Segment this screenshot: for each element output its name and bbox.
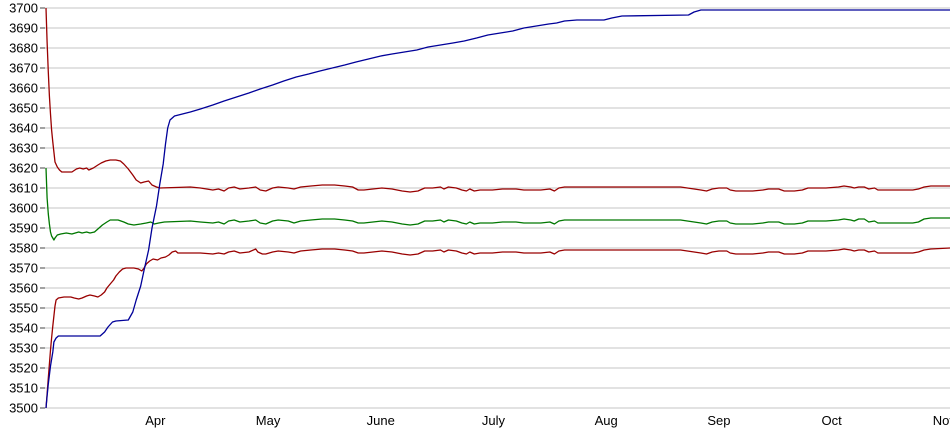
series-rising-line-blue: [45, 9, 950, 409]
x-tick-label: Aug: [595, 413, 618, 428]
series-lower-bound-red: [45, 247, 950, 409]
y-tick-label: 3680: [9, 41, 38, 56]
y-tick-label: 3700: [9, 1, 38, 16]
x-tick-label: Apr: [145, 413, 166, 428]
y-tick-label: 3550: [9, 301, 38, 316]
y-tick-label: 3620: [9, 161, 38, 176]
y-tick-label: 3530: [9, 341, 38, 356]
y-tick-label: 3560: [9, 281, 38, 296]
x-tick-label: May: [256, 413, 281, 428]
x-tick-label: Sep: [707, 413, 730, 428]
y-tick-label: 3650: [9, 101, 38, 116]
x-tick-label: June: [367, 413, 395, 428]
y-tick-label: 3690: [9, 21, 38, 36]
y-tick-label: 3630: [9, 141, 38, 156]
series-upper-bound-red: [45, 7, 950, 193]
y-tick-label: 3590: [9, 221, 38, 236]
y-tick-label: 3660: [9, 81, 38, 96]
x-tick-label: Oct: [822, 413, 843, 428]
y-tick-label: 3540: [9, 321, 38, 336]
y-tick-label: 3580: [9, 241, 38, 256]
y-tick-label: 3640: [9, 121, 38, 136]
y-tick-label: 3500: [9, 401, 38, 416]
y-tick-label: 3610: [9, 181, 38, 196]
y-tick-label: 3570: [9, 261, 38, 276]
y-tick-label: 3520: [9, 361, 38, 376]
x-tick-label: Nov: [933, 413, 950, 428]
y-tick-label: 3510: [9, 381, 38, 396]
series-mid-line-green: [45, 167, 950, 241]
x-tick-label: July: [482, 413, 506, 428]
y-tick-label: 3600: [9, 201, 38, 216]
y-tick-label: 3670: [9, 61, 38, 76]
